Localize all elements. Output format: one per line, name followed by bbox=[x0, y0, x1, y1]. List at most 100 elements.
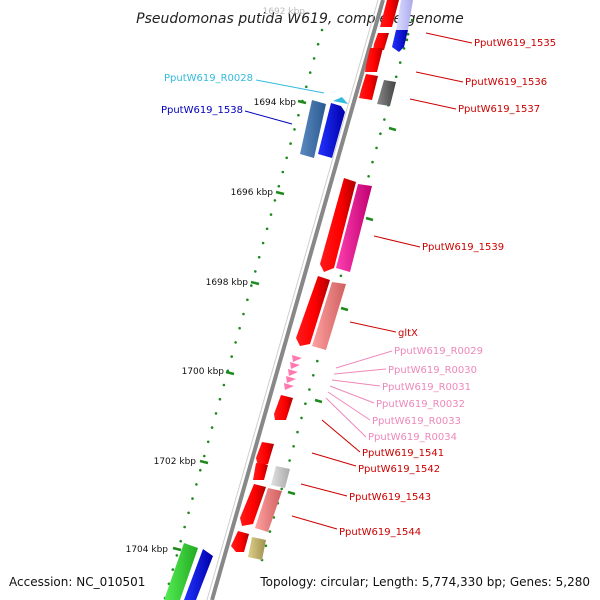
left-labels: PputW619_R0028 PputW619_1538 bbox=[161, 73, 325, 125]
scale-dot bbox=[398, 61, 402, 64]
kbp-label: 1702 kbp bbox=[154, 457, 197, 467]
scale-dot bbox=[234, 341, 237, 344]
scale-dot bbox=[304, 402, 307, 406]
scale-dot bbox=[191, 497, 194, 500]
kbp-scale: 1694 kbp 1696 kbp 1698 kbp 1700 kbp 1702… bbox=[126, 98, 307, 555]
gene-arrow[interactable] bbox=[274, 395, 293, 420]
scale-dot bbox=[238, 326, 241, 330]
gene-arrow[interactable] bbox=[248, 537, 266, 560]
scale-dot bbox=[316, 42, 320, 46]
scale-dot bbox=[285, 156, 289, 160]
scale-dot bbox=[300, 416, 303, 420]
scale-dot bbox=[394, 75, 398, 79]
gene-arrow[interactable] bbox=[320, 178, 356, 272]
right-labels: PputW619_1535 PputW619_1536 PputW619_153… bbox=[291, 32, 556, 538]
gene-label-r0029[interactable]: PputW619_R0029 bbox=[394, 346, 483, 357]
gene-arrow[interactable] bbox=[392, 30, 408, 52]
scale-dot bbox=[187, 511, 190, 515]
gene-arrow[interactable] bbox=[271, 466, 290, 488]
gene-arrow[interactable] bbox=[256, 442, 274, 466]
kbp-label: 1694 kbp bbox=[254, 98, 297, 108]
gene-arrow[interactable] bbox=[253, 463, 268, 480]
scale-dot bbox=[277, 184, 281, 188]
kbp-tick bbox=[250, 280, 260, 286]
scale-dot bbox=[289, 142, 292, 145]
scale-dot bbox=[406, 32, 410, 36]
gene-label-1537[interactable]: PputW619_1537 bbox=[458, 104, 540, 115]
gene-arrow[interactable] bbox=[164, 543, 198, 600]
scale-dot bbox=[281, 170, 285, 174]
scale-dot bbox=[296, 430, 299, 434]
scale-dot bbox=[371, 160, 374, 164]
gene-label-1538[interactable]: PputW619_1538 bbox=[161, 105, 243, 116]
scale-dot bbox=[375, 146, 378, 150]
kbp-label: 1696 kbp bbox=[231, 188, 274, 198]
scale-dot bbox=[254, 270, 257, 273]
scale-dot bbox=[214, 412, 218, 415]
scale-dot bbox=[265, 227, 269, 231]
gene-label-1535[interactable]: PputW619_1535 bbox=[474, 38, 556, 49]
scale-dot bbox=[293, 128, 296, 131]
trna-leader-lines bbox=[325, 350, 393, 438]
scale-dot bbox=[320, 28, 324, 32]
scale-dot bbox=[280, 487, 284, 491]
scale-dot bbox=[210, 426, 214, 429]
scale-dot bbox=[268, 530, 272, 533]
gene-arrow[interactable] bbox=[318, 103, 345, 158]
gene-arrow[interactable] bbox=[336, 184, 372, 272]
gene-arrow[interactable] bbox=[380, 0, 399, 27]
scale-dot bbox=[179, 539, 182, 543]
scale-dot bbox=[222, 383, 226, 387]
gene-track bbox=[164, 0, 413, 600]
gene-arrow[interactable] bbox=[240, 484, 266, 526]
gene-label-1536[interactable]: PputW619_1536 bbox=[465, 77, 547, 88]
kbp-label: 1704 kbp bbox=[126, 545, 169, 555]
gene-arrow[interactable] bbox=[296, 276, 330, 346]
gene-label-gltx[interactable]: gltX bbox=[398, 328, 418, 339]
gene-arrow[interactable] bbox=[184, 549, 213, 600]
gene-label-1542[interactable]: PputW619_1542 bbox=[358, 464, 440, 475]
scale-dot bbox=[308, 388, 311, 391]
gene-label-1543[interactable]: PputW619_1543 bbox=[349, 492, 431, 503]
gene-arrow[interactable] bbox=[396, 0, 413, 30]
gene-label-r0032[interactable]: PputW619_R0032 bbox=[376, 399, 465, 410]
rna-marker[interactable] bbox=[333, 97, 348, 104]
gene-label-r0034[interactable]: PputW619_R0034 bbox=[368, 432, 457, 443]
gene-label-1544[interactable]: PputW619_1544 bbox=[339, 527, 421, 538]
accession-text: Accession: NC_010501 bbox=[9, 575, 145, 589]
gene-arrow[interactable] bbox=[365, 48, 383, 72]
trna-cluster bbox=[284, 355, 302, 390]
scale-dot bbox=[171, 568, 175, 571]
gene-label-r0028[interactable]: PputW619_R0028 bbox=[164, 73, 253, 84]
gene-label-r0033[interactable]: PputW619_R0033 bbox=[372, 416, 461, 427]
gene-label-1541[interactable]: PputW619_1541 bbox=[362, 448, 444, 459]
gene-label-1539[interactable]: PputW619_1539 bbox=[422, 242, 504, 253]
gene-arrow[interactable] bbox=[312, 282, 346, 350]
kbp-tick bbox=[275, 190, 285, 196]
gene-arrow[interactable] bbox=[231, 531, 249, 552]
gene-label-r0031[interactable]: PputW619_R0031 bbox=[382, 382, 471, 393]
gene-arrow[interactable] bbox=[255, 488, 282, 532]
kbp-label: 1698 kbp bbox=[206, 278, 249, 288]
scale-dot bbox=[264, 544, 268, 548]
scale-dot bbox=[203, 454, 206, 458]
scale-dot bbox=[316, 359, 319, 363]
scale-dot bbox=[383, 118, 386, 121]
scale-dot bbox=[269, 213, 273, 216]
gene-arrow[interactable] bbox=[300, 100, 326, 158]
gene-label-r0030[interactable]: PputW619_R0030 bbox=[388, 365, 477, 376]
scale-dot bbox=[312, 57, 316, 60]
gene-arrow[interactable] bbox=[359, 74, 378, 100]
scale-dot bbox=[308, 71, 312, 74]
scale-dot bbox=[250, 284, 253, 287]
scale-dot bbox=[257, 255, 261, 259]
scale-dot bbox=[379, 132, 382, 135]
scale-dot bbox=[242, 312, 245, 316]
scale-dot bbox=[195, 483, 198, 486]
gene-arrow[interactable] bbox=[373, 33, 389, 50]
scale-dot bbox=[230, 355, 233, 358]
scale-dot bbox=[261, 241, 265, 245]
gene-arrow[interactable] bbox=[377, 80, 396, 106]
kbp-label: 1700 kbp bbox=[182, 367, 225, 377]
